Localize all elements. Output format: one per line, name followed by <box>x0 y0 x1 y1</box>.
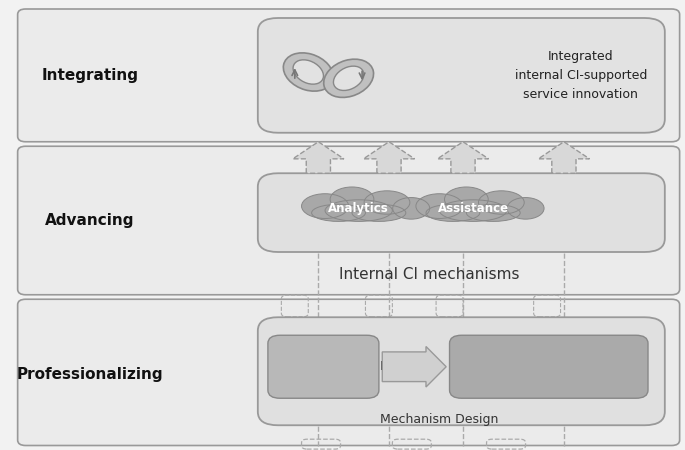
FancyArrow shape <box>382 346 446 387</box>
Text: Internal CI mechanisms: Internal CI mechanisms <box>339 267 520 282</box>
Ellipse shape <box>416 194 463 219</box>
Ellipse shape <box>293 60 323 84</box>
Text: Mechanism Design: Mechanism Design <box>380 413 499 426</box>
Ellipse shape <box>330 187 374 212</box>
Ellipse shape <box>466 204 520 221</box>
Ellipse shape <box>334 66 364 90</box>
Text: Participants
Composition: Participants Composition <box>282 352 364 382</box>
FancyBboxPatch shape <box>18 299 680 446</box>
FancyBboxPatch shape <box>268 335 379 398</box>
Polygon shape <box>538 142 590 173</box>
Text: Analytics: Analytics <box>328 202 389 215</box>
Text: Integrated
internal CI-supported
service innovation: Integrated internal CI-supported service… <box>514 50 647 101</box>
Ellipse shape <box>440 200 507 221</box>
Ellipse shape <box>426 204 479 221</box>
Ellipse shape <box>301 194 349 219</box>
Text: Outcome: Outcome <box>517 360 580 373</box>
Ellipse shape <box>312 204 366 221</box>
Ellipse shape <box>507 198 544 219</box>
Ellipse shape <box>284 53 333 91</box>
Text: Behavior: Behavior <box>379 360 438 373</box>
Polygon shape <box>364 142 414 173</box>
FancyBboxPatch shape <box>258 18 665 133</box>
FancyBboxPatch shape <box>258 173 665 252</box>
Ellipse shape <box>352 204 406 221</box>
Text: Assistance: Assistance <box>438 202 509 215</box>
Polygon shape <box>438 142 488 173</box>
Ellipse shape <box>393 198 429 219</box>
Ellipse shape <box>325 200 393 221</box>
Ellipse shape <box>445 187 488 212</box>
Text: Professionalizing: Professionalizing <box>16 367 163 382</box>
FancyBboxPatch shape <box>18 146 680 295</box>
FancyBboxPatch shape <box>449 335 648 398</box>
Polygon shape <box>292 142 344 173</box>
Ellipse shape <box>364 191 410 214</box>
FancyBboxPatch shape <box>18 9 680 142</box>
Ellipse shape <box>478 191 524 214</box>
Ellipse shape <box>324 59 373 98</box>
FancyBboxPatch shape <box>258 317 665 425</box>
Text: Integrating: Integrating <box>41 68 138 83</box>
Text: Advancing: Advancing <box>45 213 134 228</box>
